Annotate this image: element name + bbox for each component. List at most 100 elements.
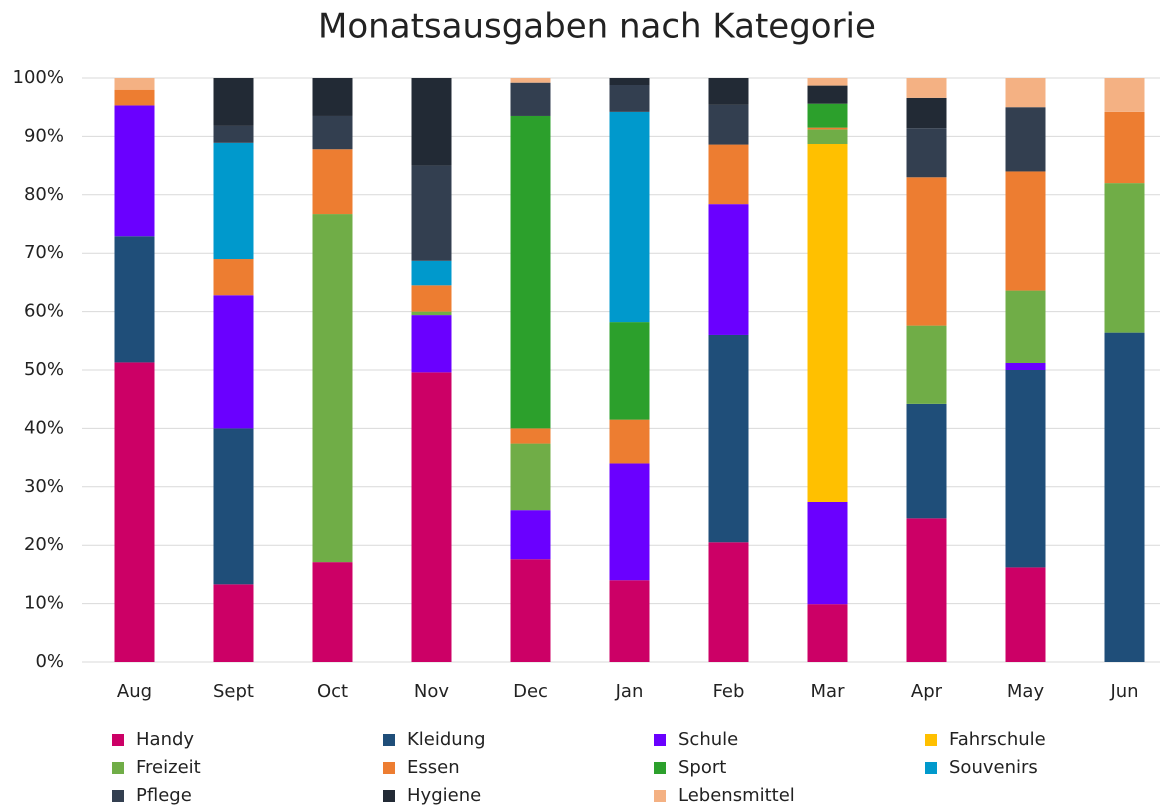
- bar-segment: [906, 177, 947, 326]
- bar-segment: [510, 510, 551, 560]
- bar-segment: [609, 580, 650, 662]
- bar-segment: [807, 143, 848, 502]
- bar-segment: [609, 85, 650, 112]
- x-tick-label: Mar: [811, 681, 846, 702]
- x-tick-label: Aug: [117, 681, 152, 702]
- y-tick-label: 20%: [24, 534, 64, 555]
- bar-segment: [1104, 111, 1145, 184]
- bar-segment: [906, 97, 947, 129]
- bar-segment: [609, 419, 650, 464]
- bar-segment: [807, 129, 848, 144]
- bar-segment: [1104, 183, 1145, 333]
- x-tick-label: Feb: [713, 681, 745, 702]
- bar-segment: [213, 584, 254, 662]
- bar-segment: [708, 204, 749, 335]
- bar-segment: [807, 127, 848, 130]
- legend-label: Kleidung: [407, 729, 486, 750]
- bar-segment: [312, 214, 353, 563]
- y-tick-label: 100%: [13, 67, 64, 88]
- y-tick-label: 10%: [24, 593, 64, 614]
- x-tick-label: Dec: [513, 681, 548, 702]
- x-tick-label: Nov: [414, 681, 449, 702]
- bar-segment: [807, 604, 848, 662]
- bar-segment: [1005, 362, 1046, 370]
- bar-segment: [213, 295, 254, 429]
- bar-segment: [906, 518, 947, 662]
- legend-swatch: [654, 762, 666, 774]
- bar-segment: [609, 322, 650, 420]
- bar-segment: [213, 125, 254, 143]
- y-tick-label: 50%: [24, 359, 64, 380]
- x-tick-label: Sept: [213, 681, 254, 702]
- bar-segment: [906, 403, 947, 519]
- bar-segment: [1005, 370, 1046, 568]
- bar-segment: [1005, 107, 1046, 172]
- legend-swatch: [112, 790, 124, 802]
- bar-segment: [906, 325, 947, 404]
- bar-segment: [411, 285, 452, 312]
- bar-segment: [312, 562, 353, 662]
- bar-segment: [1104, 78, 1145, 112]
- legend-label: Souvenirs: [949, 757, 1038, 778]
- bar-segment: [510, 428, 551, 444]
- y-tick-label: 40%: [24, 417, 64, 438]
- legend-swatch: [112, 762, 124, 774]
- legend-swatch: [112, 734, 124, 746]
- legend-label: Sport: [678, 757, 726, 778]
- legend-swatch: [654, 790, 666, 802]
- y-tick-label: 0%: [35, 651, 64, 672]
- bar-segment: [114, 362, 155, 662]
- bar-segment: [312, 149, 353, 215]
- legend-label: Fahrschule: [949, 729, 1046, 750]
- bar-segment: [411, 372, 452, 662]
- bar-segment: [312, 115, 353, 150]
- chart-title: Monatsausgaben nach Kategorie: [318, 7, 876, 47]
- bar-segment: [213, 142, 254, 260]
- bar-segment: [411, 78, 452, 166]
- bar-segment: [510, 82, 551, 116]
- bar-segment: [807, 103, 848, 128]
- bar-segment: [1005, 171, 1046, 291]
- bar-segment: [411, 311, 452, 316]
- legend-swatch: [383, 734, 395, 746]
- bar-segment: [114, 236, 155, 363]
- legend-swatch: [654, 734, 666, 746]
- x-tick-label: May: [1007, 681, 1045, 702]
- x-tick-label: Oct: [317, 681, 348, 702]
- legend-swatch: [925, 734, 937, 746]
- bar-segment: [708, 104, 749, 145]
- bar-segment: [312, 78, 353, 116]
- bar-segment: [411, 260, 452, 286]
- y-tick-label: 30%: [24, 476, 64, 497]
- bar-segment: [510, 78, 551, 83]
- bar-segment: [609, 111, 650, 323]
- legend-label: Hygiene: [407, 785, 481, 806]
- bar-segment: [807, 501, 848, 605]
- bar-segment: [807, 78, 848, 86]
- bar-segment: [1005, 290, 1046, 363]
- x-tick-label: Jan: [615, 681, 644, 702]
- bar-segment: [807, 85, 848, 104]
- bar-segment: [411, 165, 452, 261]
- bar-segment: [213, 259, 254, 296]
- y-tick-label: 70%: [24, 242, 64, 263]
- bar-segment: [114, 105, 155, 237]
- x-tick-label: Apr: [911, 681, 943, 702]
- bar-segment: [609, 463, 650, 581]
- bar-segment: [708, 144, 749, 205]
- bar-segment: [708, 334, 749, 543]
- bar-segment: [114, 89, 155, 106]
- bar-segment: [609, 78, 650, 86]
- legend-label: Schule: [678, 729, 738, 750]
- bar-segment: [510, 559, 551, 662]
- legend-swatch: [383, 790, 395, 802]
- legend-label: Essen: [407, 757, 460, 778]
- legend-swatch: [925, 762, 937, 774]
- bar-segment: [708, 78, 749, 105]
- bar-segment: [213, 428, 254, 585]
- bar-segment: [510, 443, 551, 511]
- legend-label: Handy: [136, 729, 194, 750]
- bar-segment: [1104, 332, 1145, 662]
